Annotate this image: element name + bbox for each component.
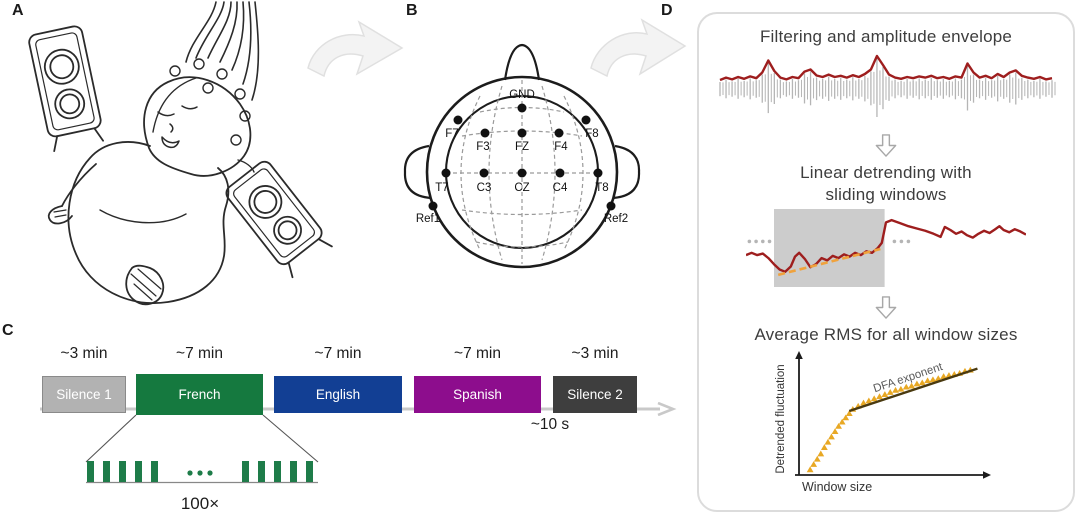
duration-label-spanish: ~7 min: [454, 345, 501, 362]
cap-electrodes: [169, 58, 251, 146]
dfa-chart: DFA exponent Detrended fluctuation Windo…: [775, 351, 991, 494]
y-axis-arrowhead-icon: [795, 351, 803, 359]
panel-d-label: D: [661, 2, 673, 19]
electrode-label-f3: F3: [476, 141, 489, 153]
infant-head: [143, 58, 255, 177]
pulse-bars: [87, 461, 313, 482]
right-ear-outline: [612, 144, 641, 200]
duration-label-english: ~7 min: [314, 345, 362, 362]
panel-c-label: C: [2, 322, 14, 339]
duration-label-silence1: ~3 min: [60, 345, 108, 362]
electrode-label-f7: F7: [445, 128, 458, 140]
nose-outline: [503, 43, 541, 81]
electrode-label-ref2: Ref2: [604, 213, 628, 225]
zoom-line-left: [85, 414, 137, 463]
electrode-label-f4: F4: [554, 141, 568, 153]
duration-label-french: ~7 min: [176, 345, 223, 362]
flow-arrow-a-to-b-icon: [307, 20, 404, 78]
detrend-plot: [746, 208, 1026, 287]
step1-title: Filtering and amplitude envelope: [759, 27, 1013, 46]
step2-title-line1: Linear detrending with: [800, 163, 972, 183]
eeg-wires: [185, 1, 260, 101]
electrode-label-fz: FZ: [515, 141, 529, 153]
repeat-count-label: 100×: [181, 494, 219, 513]
infant-body: [47, 141, 230, 306]
timeline-arrowhead-icon: [657, 402, 677, 416]
electrode-label-t7: T7: [435, 182, 448, 194]
block-label-silence2: Silence 2: [567, 387, 623, 402]
block-label-silence1: Silence 1: [56, 387, 112, 402]
flow-arrow-b-to-d-icon: [590, 18, 687, 78]
sleeping-face: [157, 105, 198, 149]
timeline-block-silence1: Silence 1: [42, 376, 126, 413]
electrode-labels: GND F7 F3 FZ F4 F8 T7 C3 CZ C4 T8 Ref1 R…: [416, 89, 628, 225]
dfa-pipeline-box: Filtering and amplitude envelope Linear …: [697, 12, 1075, 512]
inter-block-gap-label: ~10 s: [530, 416, 570, 433]
electrode-label-ref1: Ref1: [416, 213, 440, 225]
electrode-label-c4: C4: [553, 182, 568, 194]
timeline-block-spanish: Spanish: [414, 376, 541, 413]
block-label-french: French: [178, 387, 221, 402]
electrode-label-f8: F8: [585, 128, 598, 140]
block-label-english: English: [315, 387, 361, 402]
timeline-block-english: English: [274, 376, 402, 413]
electrode-label-cz: CZ: [514, 182, 529, 194]
head-outer-circle: [425, 75, 619, 269]
electrode-label-gnd: GND: [509, 89, 535, 101]
speaker-left-icon: [28, 25, 105, 153]
step2-title-line2: sliding windows: [825, 184, 947, 204]
envelope-waveform-chart: [719, 55, 1056, 118]
step2-title: Linear detrending with sliding windows: [800, 162, 972, 205]
electrode-label-c3: C3: [477, 182, 492, 194]
wave-envelope: [719, 55, 1053, 82]
block-label-spanish: Spanish: [453, 387, 502, 402]
panel-a-label: A: [12, 2, 24, 19]
y-axis-label: Detrended fluctuation: [775, 364, 787, 473]
zoom-line-right: [262, 414, 319, 463]
detrending-chart: [746, 208, 1026, 287]
x-axis-label: Window size: [802, 480, 872, 494]
timeline-block-silence2: Silence 2: [553, 376, 637, 413]
duration-label-silence2: ~3 min: [571, 345, 619, 362]
down-arrow-icon: [875, 295, 897, 319]
panel-b-label: B: [406, 2, 418, 19]
electrode-dots: [428, 103, 616, 211]
speaker-right-icon: [225, 160, 333, 279]
x-axis-arrowhead-icon: [983, 471, 991, 479]
wave-carrier: [719, 58, 1056, 118]
infant-eeg-illustration: [28, 1, 333, 306]
french-block-zoom: 100×: [85, 414, 319, 513]
left-ear-outline: [403, 144, 432, 200]
electrode-label-t8: T8: [595, 182, 608, 194]
dfa-exponent-annotation: DFA exponent: [872, 361, 945, 395]
timeline-block-french: French: [136, 374, 263, 415]
down-arrow-icon: [875, 134, 897, 158]
step3-title: Average RMS for all window sizes: [754, 324, 1018, 344]
electrode-montage-diagram: GND F7 F3 FZ F4 F8 T7 C3 CZ C4 T8 Ref1 R…: [403, 43, 641, 269]
dfa-points: [806, 366, 978, 473]
